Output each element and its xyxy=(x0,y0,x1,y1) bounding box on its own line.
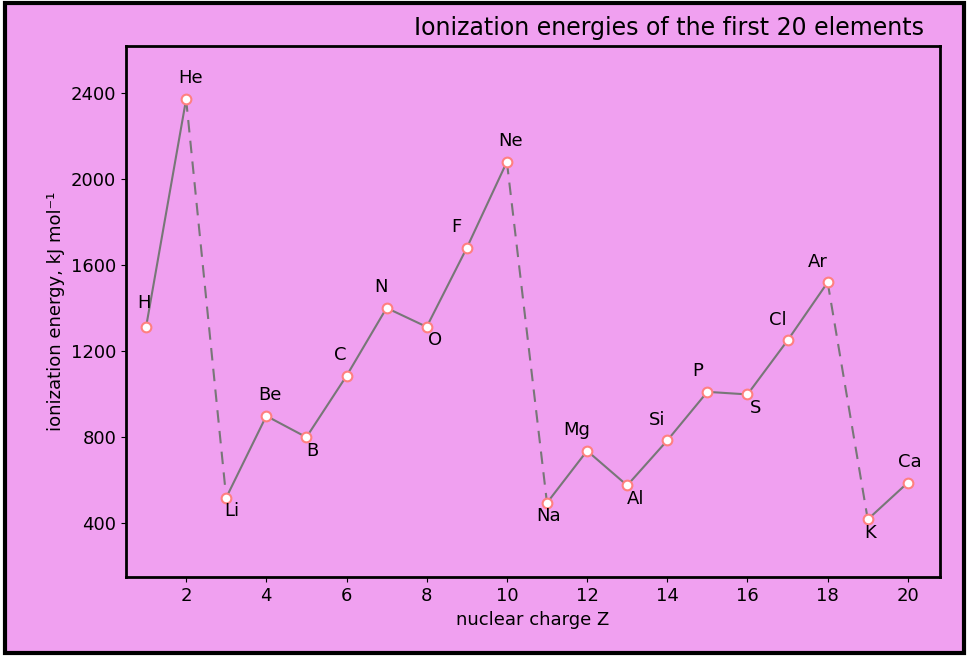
Text: Al: Al xyxy=(626,490,644,508)
Text: K: K xyxy=(864,524,876,542)
Text: Cl: Cl xyxy=(768,310,787,329)
X-axis label: nuclear charge Z: nuclear charge Z xyxy=(456,611,610,628)
Text: B: B xyxy=(306,442,319,460)
Text: Li: Li xyxy=(225,502,239,520)
Text: Be: Be xyxy=(259,386,282,404)
Text: C: C xyxy=(334,346,347,364)
Text: Na: Na xyxy=(537,508,561,525)
Text: Ar: Ar xyxy=(808,253,828,270)
Text: P: P xyxy=(692,362,703,380)
Text: Ionization energies of the first 20 elements: Ionization energies of the first 20 elem… xyxy=(414,16,923,40)
Text: F: F xyxy=(452,218,462,236)
Text: Ca: Ca xyxy=(898,453,922,471)
Text: S: S xyxy=(750,399,762,417)
Text: N: N xyxy=(374,278,388,296)
Text: H: H xyxy=(138,295,151,312)
Y-axis label: ionization energy, kJ mol⁻¹: ionization energy, kJ mol⁻¹ xyxy=(47,192,65,431)
Text: O: O xyxy=(427,331,442,350)
Text: Si: Si xyxy=(649,411,666,428)
Text: He: He xyxy=(178,70,203,87)
Text: Mg: Mg xyxy=(564,421,590,439)
Text: Ne: Ne xyxy=(499,132,523,150)
